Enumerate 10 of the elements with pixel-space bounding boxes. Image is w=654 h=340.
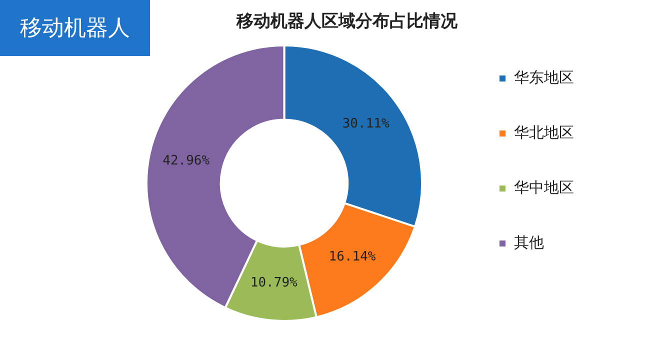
legend-label: 其他 (514, 233, 544, 252)
chart-title: 移动机器人区域分布占比情况 (236, 12, 458, 32)
data-label: 42.96% (162, 154, 210, 169)
data-label: 16.14% (328, 250, 376, 265)
legend-label: 华北地区 (514, 123, 574, 142)
legend-label: 华东地区 (514, 68, 574, 86)
data-label: 30.11% (342, 116, 390, 132)
text: 移动机器人 (0, 0, 150, 56)
data-label: 10.79% (250, 276, 298, 291)
legend-label: 华中地区 (514, 178, 574, 196)
